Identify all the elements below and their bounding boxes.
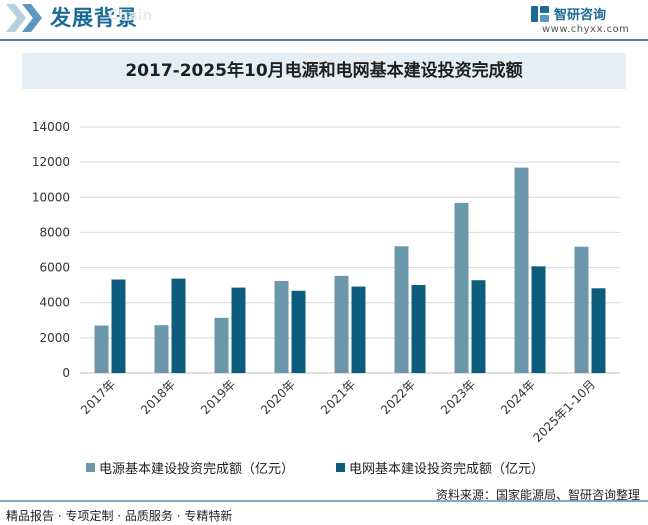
bar-series1 <box>154 325 169 373</box>
bar-series2 <box>531 266 546 373</box>
page-header: 发展背景 Chain 智研咨询 www.chyxx.com <box>0 0 648 38</box>
x-tick-label: 2019年 <box>198 377 238 417</box>
bar-series1 <box>394 246 409 373</box>
bar-series1 <box>94 325 109 373</box>
brand-logo-icon <box>531 6 549 22</box>
x-tick-label: 2022年 <box>378 377 418 417</box>
legend-label-series1: 电源基本建设投资完成额（亿元） <box>99 462 295 477</box>
bar-series2 <box>351 286 366 373</box>
y-tick-label: 4000 <box>39 296 70 310</box>
brand-logo: 智研咨询 www.chyxx.com <box>530 3 640 37</box>
y-tick-label: 10000 <box>32 190 70 204</box>
y-tick-label: 14000 <box>32 120 70 134</box>
x-tick-label: 2024年 <box>498 377 538 417</box>
bar-series1 <box>574 246 589 373</box>
chart-title: 2017-2025年10月电源和电网基本建设投资完成额 <box>125 61 523 81</box>
bar-series2 <box>471 280 486 373</box>
source-note: 资料来源：国家能源局、智研咨询整理 <box>435 488 640 502</box>
bar-series1 <box>454 202 469 373</box>
legend-swatch-series2 <box>336 463 345 472</box>
watermark-text: Chain <box>108 8 153 24</box>
y-tick-label: 6000 <box>39 261 70 275</box>
bar-series2 <box>171 278 186 373</box>
y-tick-label: 2000 <box>39 331 70 345</box>
x-tick-label: 2021年 <box>318 377 358 417</box>
legend-item-series2: 电网基本建设投资完成额（亿元） <box>336 458 544 477</box>
brand-url: www.chyxx.com <box>542 24 630 35</box>
legend-item-series1: 电源基本建设投资完成额（亿元） <box>86 458 294 477</box>
header-divider <box>0 39 648 41</box>
x-tick-label: 2020年 <box>258 377 298 417</box>
bar-series2 <box>231 287 246 373</box>
y-tick-label: 8000 <box>39 225 70 239</box>
section-title: 发展背景 <box>50 6 138 30</box>
bar-series2 <box>291 290 306 373</box>
bar-series1 <box>274 280 289 373</box>
x-tick-label: 2025年1-10月 <box>530 377 598 445</box>
bar-series1 <box>334 275 349 373</box>
chevron-right-icon <box>22 4 42 32</box>
y-tick-label: 12000 <box>32 155 70 169</box>
chevron-right-icon <box>6 4 26 32</box>
y-tick-label: 0 <box>62 366 70 380</box>
bar-series2 <box>411 284 426 373</box>
brand-name: 智研咨询 <box>554 8 607 23</box>
legend-label-series2: 电网基本建设投资完成额（亿元） <box>349 462 545 477</box>
x-tick-label: 2023年 <box>438 377 478 417</box>
bar-series2 <box>111 279 126 373</box>
x-tick-label: 2018年 <box>138 377 178 417</box>
footer-divider <box>0 500 648 502</box>
chart-title-band: 2017-2025年10月电源和电网基本建设投资完成额 <box>22 53 626 89</box>
x-tick-label: 2017年 <box>78 377 118 417</box>
chart-legend: 电源基本建设投资完成额（亿元） 电网基本建设投资完成额（亿元） <box>86 458 606 477</box>
footer-slogan: 精品报告 · 专项定制 · 品质服务 · 专精特新 <box>6 509 233 523</box>
bar-series1 <box>214 317 229 373</box>
legend-swatch-series1 <box>86 463 95 472</box>
bar-series2 <box>591 288 606 373</box>
bar-series1 <box>514 167 529 373</box>
